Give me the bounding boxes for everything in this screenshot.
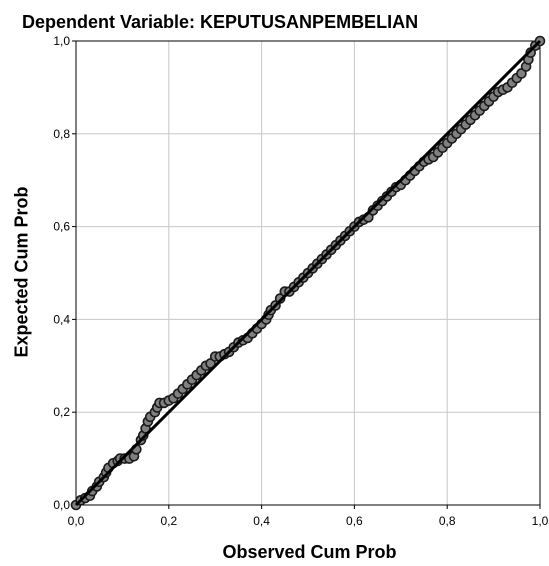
y-tick-label: 1,0 [53, 34, 70, 48]
x-tick-label: 0,8 [439, 514, 456, 528]
plot-border [75, 40, 541, 506]
x-tick-label: 0,2 [160, 514, 177, 528]
chart-title: Dependent Variable: KEPUTUSANPEMBELIAN [22, 12, 419, 32]
x-tick-label: 0,0 [68, 514, 85, 528]
x-tick-label: 0,4 [253, 514, 270, 528]
y-tick-label: 0,2 [53, 405, 70, 419]
reference-line [74, 39, 542, 507]
y-tick-labels: 0,0 0,2 0,4 0,6 0,8 1,0 [53, 34, 70, 512]
diagonal-reference-line [74, 39, 542, 507]
x-tick-label: 0,6 [346, 514, 363, 528]
x-tick-label: 1,0 [532, 514, 549, 528]
x-axis-label: Observed Cum Prob [222, 542, 397, 562]
x-tick-labels: 0,0 0,2 0,4 0,6 0,8 1,0 [68, 514, 549, 528]
y-tick-label: 0,4 [53, 312, 70, 326]
y-tick-label: 0,0 [53, 498, 70, 512]
y-tick-label: 0,6 [53, 220, 70, 234]
y-tick-label: 0,8 [53, 127, 70, 141]
